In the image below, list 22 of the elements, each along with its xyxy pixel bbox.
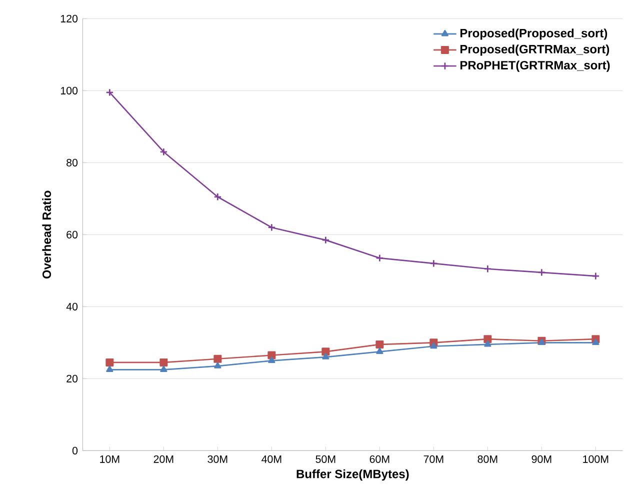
x-tick-label: 90M: [532, 455, 552, 463]
legend-label: Proposed(GRTRMax_sort): [460, 44, 610, 56]
legend-label: PRoPHET(GRTRMax_sort): [460, 60, 610, 72]
x-axis-title: Buffer Size(MBytes): [296, 469, 409, 481]
x-tick-label: 40M: [262, 455, 282, 463]
x-tick-label: 10M: [100, 455, 120, 463]
y-tick-label: 120: [60, 14, 78, 22]
x-tick-label: 30M: [208, 455, 228, 463]
y-tick-label: 40: [66, 302, 78, 310]
legend-label: Proposed(Proposed_sort): [460, 28, 608, 40]
x-tick-label: 80M: [478, 455, 498, 463]
y-tick-label: 0: [72, 446, 78, 454]
x-tick-label: 70M: [424, 455, 444, 463]
y-axis-title: Overhead Ratio: [42, 190, 52, 279]
x-tick-label: 50M: [316, 455, 336, 463]
y-tick-label: 60: [66, 230, 78, 238]
y-tick-label: 100: [60, 86, 78, 94]
x-tick-label: 60M: [370, 455, 390, 463]
x-tick-label: 20M: [154, 455, 174, 463]
y-tick-label: 20: [66, 374, 78, 382]
x-tick-label: 100M: [583, 455, 608, 463]
y-tick-label: 80: [66, 158, 78, 166]
